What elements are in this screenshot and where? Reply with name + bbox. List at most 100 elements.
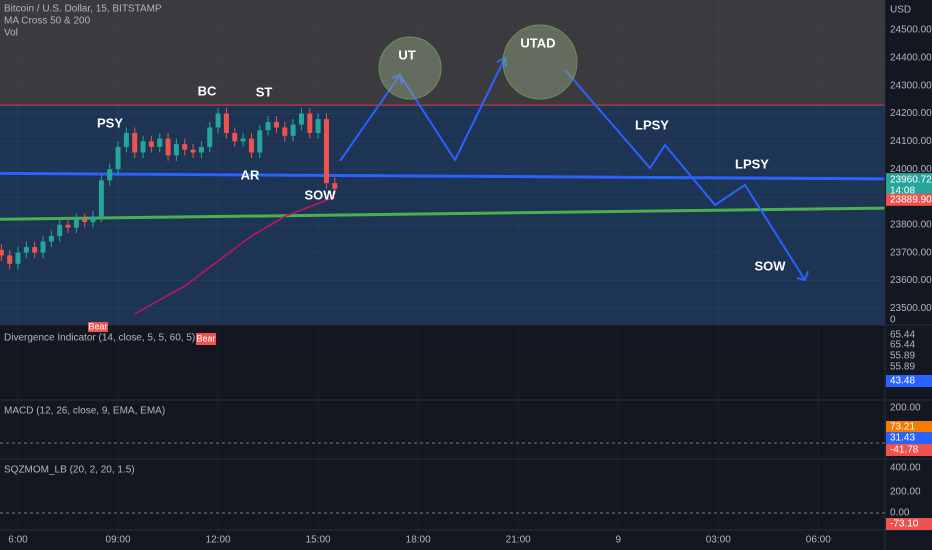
pane-title: SQZMOM_LB (20, 2, 20, 1.5) bbox=[4, 465, 135, 476]
candle-body bbox=[98, 180, 104, 217]
last-price: 23960.72 bbox=[890, 175, 932, 186]
y-tick-label: 23800.00 bbox=[890, 219, 932, 230]
candle-body bbox=[140, 141, 146, 153]
scale-label: 73.21 bbox=[890, 422, 915, 433]
candle-body bbox=[265, 121, 271, 131]
scale-label: 200.00 bbox=[890, 487, 921, 498]
x-tick-label: 9 bbox=[615, 535, 621, 546]
candle-body bbox=[248, 138, 254, 153]
distribution-zone bbox=[0, 0, 885, 106]
candle-body bbox=[157, 138, 163, 147]
wyckoff-label: UT bbox=[398, 47, 415, 62]
wyckoff-label: SOW bbox=[304, 187, 336, 202]
indicator-label: Vol bbox=[4, 28, 18, 39]
arrow-head bbox=[496, 56, 507, 68]
currency: USD bbox=[890, 5, 911, 16]
y-tick-label: 24200.00 bbox=[890, 108, 932, 119]
candle-body bbox=[307, 113, 313, 134]
y-tick-label: 24300.00 bbox=[890, 80, 932, 91]
y-tick-label: 23700.00 bbox=[890, 247, 932, 258]
scale-label: 65.44 bbox=[890, 330, 915, 341]
candle-body bbox=[40, 241, 46, 253]
scale-label: -73.10 bbox=[890, 519, 919, 530]
candle-body bbox=[173, 144, 179, 156]
candle-body bbox=[0, 249, 4, 256]
utad-circle bbox=[502, 24, 578, 100]
candle-body bbox=[90, 216, 96, 223]
candle-body bbox=[273, 121, 279, 128]
indicator-label: MA Cross 50 & 200 bbox=[4, 16, 91, 27]
wyckoff-label: PSY bbox=[97, 115, 123, 130]
candle-body bbox=[207, 127, 213, 147]
marker-price: 23889.90 bbox=[890, 194, 932, 205]
ut-circle bbox=[378, 36, 442, 100]
x-tick-label: 06:00 bbox=[806, 535, 831, 546]
zones bbox=[0, 0, 885, 325]
countdown: 14:08 bbox=[890, 186, 915, 197]
y-tick-label: 24000.00 bbox=[890, 164, 932, 175]
candle-body bbox=[282, 127, 288, 136]
indicator-scales: 65.4465.4455.8955.8943.48200.0073.2131.4… bbox=[886, 330, 932, 530]
symbol-title: Bitcoin / U.S. Dollar, 15, BITSTAMP bbox=[4, 4, 162, 15]
x-tick-label: 03:00 bbox=[706, 535, 731, 546]
candle-body bbox=[198, 146, 204, 153]
candle-body bbox=[48, 235, 54, 242]
candle-body bbox=[115, 146, 121, 170]
scale-label: 0.00 bbox=[890, 508, 910, 519]
candle-body bbox=[332, 183, 338, 189]
wyckoff-label: LPSY bbox=[635, 117, 669, 132]
y-tick-label: 23600.00 bbox=[890, 275, 932, 286]
candle-body bbox=[232, 133, 238, 142]
candle-body bbox=[7, 255, 13, 264]
candle-body bbox=[315, 119, 321, 134]
candle-body bbox=[148, 141, 154, 147]
projection-path bbox=[564, 69, 806, 281]
scale-box bbox=[886, 432, 932, 444]
scale-label: 65.44 bbox=[890, 340, 915, 351]
arrow-head bbox=[796, 270, 809, 282]
y-tick-label: 24500.00 bbox=[890, 25, 932, 36]
candle-body bbox=[82, 219, 88, 223]
x-tick-label: 21:00 bbox=[506, 535, 531, 546]
candle-body bbox=[15, 252, 21, 264]
candle-body bbox=[190, 149, 196, 153]
candle-body bbox=[32, 247, 38, 253]
signal-badge bbox=[88, 322, 108, 332]
signal-badge bbox=[196, 333, 216, 345]
candle-body bbox=[298, 113, 304, 125]
signal-label: Bear bbox=[196, 333, 215, 343]
candle-body bbox=[182, 144, 188, 150]
candle-body bbox=[73, 219, 79, 228]
projection-path bbox=[339, 57, 506, 163]
candle-body bbox=[23, 247, 29, 253]
candle-body bbox=[323, 119, 329, 184]
y-tick-label: 24400.00 bbox=[890, 53, 932, 64]
scale-label: 400.00 bbox=[890, 463, 921, 474]
wyckoff-label: ST bbox=[256, 84, 273, 99]
candle-body bbox=[165, 138, 171, 156]
scale-box bbox=[886, 444, 932, 456]
level-line bbox=[0, 206, 886, 221]
candle-body bbox=[107, 169, 113, 181]
last-price-box bbox=[886, 173, 932, 198]
marker-price-box bbox=[886, 193, 932, 206]
x-tick-label: 12:00 bbox=[206, 535, 231, 546]
scale-label: 31.43 bbox=[890, 433, 915, 444]
scale-box bbox=[886, 518, 932, 530]
candle-body bbox=[65, 224, 71, 228]
pane-title: MACD (12, 26, close, 9, EMA, EMA) bbox=[4, 406, 165, 417]
signal-label: Bear bbox=[88, 321, 107, 331]
scale-label: 200.00 bbox=[890, 403, 921, 414]
x-tick-label: 09:00 bbox=[106, 535, 131, 546]
arrow-head bbox=[391, 73, 403, 85]
y-tick-label: 24100.00 bbox=[890, 136, 932, 147]
candle-body bbox=[223, 113, 229, 134]
x-tick-label: 6:00 bbox=[8, 535, 28, 546]
level-line bbox=[0, 171, 886, 181]
scale-label: 43.48 bbox=[890, 376, 915, 387]
candle-body bbox=[290, 124, 296, 136]
x-tick-label: 18:00 bbox=[406, 535, 431, 546]
candle-body bbox=[132, 133, 138, 153]
